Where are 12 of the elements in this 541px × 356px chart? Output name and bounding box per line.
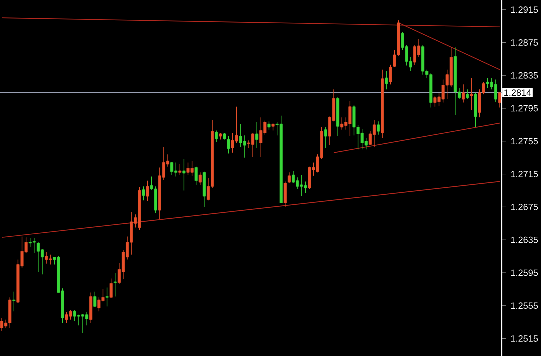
y-tick-label: 1.2875 bbox=[511, 40, 538, 46]
y-tick-label: 1.2555 bbox=[511, 302, 538, 310]
y-tick-label: 1.2515 bbox=[511, 336, 538, 342]
y-tick-label: 1.2915 bbox=[511, 6, 538, 14]
y-tick-label: 1.2755 bbox=[511, 138, 538, 145]
y-tick-label: 1.2835 bbox=[511, 72, 538, 79]
y-tick-label: 1.2795 bbox=[511, 105, 538, 112]
y-tick-label: 1.2635 bbox=[511, 236, 538, 244]
y-tick-label: 1.2675 bbox=[511, 204, 538, 210]
ref-line-label: 1.2814 bbox=[504, 90, 532, 96]
y-tick-label: 1.2595 bbox=[511, 270, 538, 276]
y-tick-label: 1.2715 bbox=[511, 171, 538, 178]
